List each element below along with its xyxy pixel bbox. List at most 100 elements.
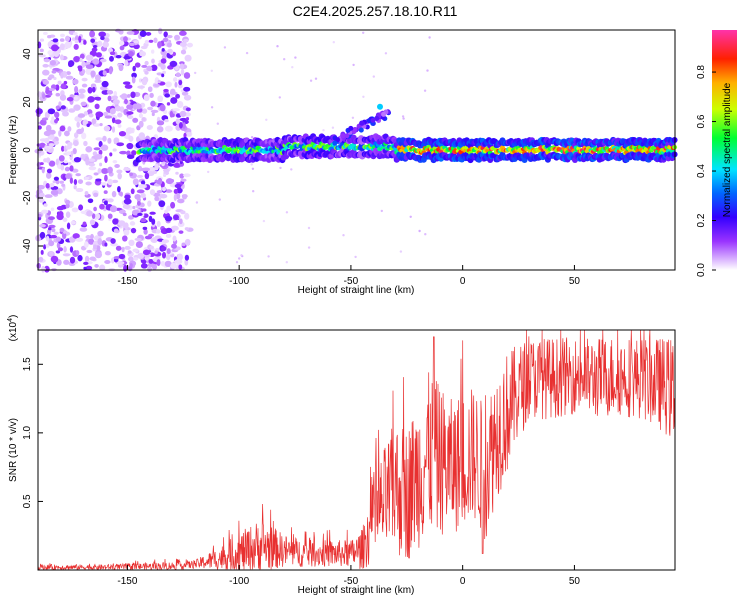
heatmap-cell <box>167 48 173 54</box>
heatmap-cell <box>335 137 340 143</box>
heatmap-cell <box>150 64 158 72</box>
heatmap-cell <box>141 117 146 122</box>
heatmap-cell <box>94 103 100 110</box>
heatmap-cell <box>171 243 177 249</box>
heatmap-cell <box>80 101 87 106</box>
heatmap-cell <box>41 117 49 121</box>
heatmap-cell <box>169 60 178 68</box>
heatmap-cell <box>164 119 169 123</box>
heatmap-cell <box>165 233 172 239</box>
y-tick-label: -20 <box>22 190 33 205</box>
heatmap-cell <box>154 196 160 202</box>
heatmap-cell <box>77 113 86 118</box>
heatmap-cell <box>112 159 118 164</box>
heatmap-cell <box>402 117 405 120</box>
heatmap-cell <box>115 28 122 33</box>
heatmap-cell <box>165 254 171 261</box>
heatmap-cell <box>89 30 96 38</box>
heatmap-cell <box>85 265 93 271</box>
heatmap-cell <box>122 235 128 242</box>
heatmap-cell <box>123 229 130 236</box>
heatmap-cell <box>278 96 281 99</box>
heatmap-cell <box>39 48 44 53</box>
heatmap-cell <box>72 78 79 85</box>
heatmap-cell <box>66 151 71 156</box>
y-tick-label: -40 <box>22 238 33 253</box>
heatmap-cell <box>183 94 192 101</box>
heatmap-cell <box>59 38 65 42</box>
colorbar-tick-label: 0.4 <box>696 164 707 178</box>
heatmap-cell <box>85 146 93 153</box>
heatmap-cell <box>283 58 286 61</box>
heatmap-cell <box>50 234 58 239</box>
heatmap-cell <box>118 191 123 196</box>
heatmap-cell <box>144 172 150 180</box>
heatmap-cell <box>87 86 93 94</box>
heatmap-cell <box>177 253 183 261</box>
heatmap-cell <box>112 148 117 152</box>
heatmap-cell <box>48 250 54 257</box>
heatmap-cell <box>129 42 135 47</box>
heatmap-cell <box>40 249 44 255</box>
heatmap-cell <box>135 241 143 249</box>
heatmap-cell <box>81 132 87 140</box>
heatmap-cell <box>69 165 74 172</box>
heatmap-cell <box>184 212 190 220</box>
snr-plot-area <box>38 330 675 570</box>
heatmap-cell <box>156 179 163 185</box>
heatmap-cell <box>175 193 181 200</box>
heatmap-cell <box>73 179 78 185</box>
heatmap-cell <box>56 242 61 249</box>
heatmap-cell <box>184 54 192 62</box>
heatmap-cell <box>131 150 137 156</box>
heatmap-cell <box>276 45 279 48</box>
heatmap-cell <box>73 139 79 147</box>
heatmap-cell <box>126 31 135 35</box>
x-tick-label: -100 <box>229 276 249 287</box>
heatmap-cell <box>166 205 171 212</box>
spectrogram-y-label: Frequency (Hz) <box>8 116 19 185</box>
heatmap-cell <box>185 117 190 121</box>
heatmap-cell <box>163 168 170 173</box>
heatmap-cell <box>285 261 288 264</box>
heatmap-cell <box>53 176 60 181</box>
heatmap-cell <box>100 36 105 41</box>
heatmap-cell <box>161 186 167 192</box>
heatmap-cell <box>107 178 113 186</box>
heatmap-cell <box>85 54 94 61</box>
heatmap-cell <box>39 231 46 239</box>
heatmap-cell <box>111 257 115 264</box>
heatmap-cell <box>129 221 136 226</box>
heatmap-cell <box>180 49 187 55</box>
x-tick-label: -150 <box>117 276 137 287</box>
heatmap-cell <box>223 46 227 49</box>
heatmap-cell <box>265 118 268 122</box>
heatmap-cell <box>68 108 76 113</box>
heatmap-cell <box>157 95 164 103</box>
heatmap-cell <box>180 89 185 93</box>
y-tick-label: 20 <box>22 96 33 108</box>
heatmap-cell <box>218 198 221 201</box>
heatmap-cell <box>359 120 365 126</box>
heatmap-cell <box>44 145 52 150</box>
heatmap-cell <box>179 41 188 48</box>
heatmap-cell <box>51 116 55 122</box>
heatmap-cell <box>164 125 173 132</box>
heatmap-cell <box>108 68 113 75</box>
heatmap-cell <box>128 135 134 142</box>
heatmap-cell <box>235 261 239 264</box>
heatmap-cell <box>110 242 118 247</box>
heatmap-cell <box>98 149 103 156</box>
heatmap-cell <box>130 91 136 99</box>
heatmap-cell <box>95 52 102 58</box>
heatmap-cell <box>112 99 120 105</box>
heatmap-cell <box>142 226 148 231</box>
heatmap-cell <box>384 52 388 55</box>
heatmap-cell <box>151 218 156 225</box>
heatmap-cell <box>165 227 173 234</box>
heatmap-cell <box>42 31 48 35</box>
heatmap-cell <box>87 96 95 103</box>
y-tick-label: 0 <box>22 147 33 153</box>
heatmap-cell <box>141 208 147 212</box>
